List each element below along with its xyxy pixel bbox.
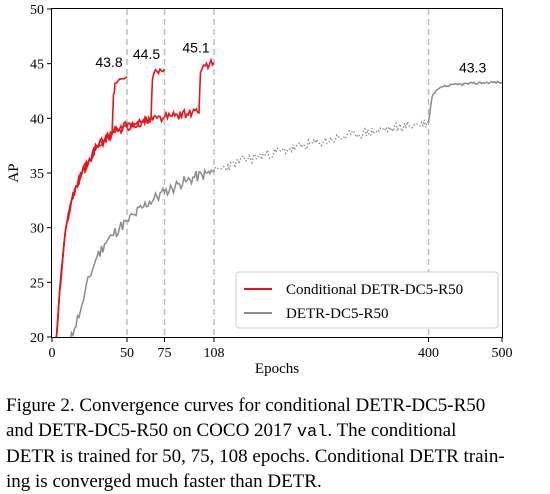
series-line-detr-solid xyxy=(70,167,215,337)
figure-caption: Figure 2. Convergence curves for conditi… xyxy=(6,394,544,494)
series-line-conditional-detr-50-epochs xyxy=(55,76,128,337)
legend: Conditional DETR-DC5-R50 DETR-DC5-R50 xyxy=(235,271,499,329)
x-tick-label-0: 0 xyxy=(49,346,56,361)
y-tick-label-45: 45 xyxy=(30,58,44,73)
data-label-conditional-detr-75: 44.5 xyxy=(133,46,160,62)
data-labels: 43.8 44.5 45.1 43.3 xyxy=(95,40,486,76)
x-axis-title: Epochs xyxy=(255,361,299,377)
x-tick-label-75: 75 xyxy=(158,346,172,361)
series-line-conditional-detr-108-epochs xyxy=(55,57,215,337)
caption-line-1: Figure 2. Convergence curves for conditi… xyxy=(6,395,486,416)
caption-line-2-prefix: and DETR-DC5-R50 on COCO 2017 xyxy=(6,419,293,441)
data-label-conditional-detr-108: 45.1 xyxy=(182,40,209,56)
caption-line-2-suffix: . The conditional xyxy=(327,419,457,441)
caption-line-3: DETR is trained for 50, 75, 108 epochs. … xyxy=(6,446,505,467)
x-tick-label-400: 400 xyxy=(418,346,439,361)
y-tick-label-50: 50 xyxy=(30,3,44,18)
x-tick-label-108: 108 xyxy=(204,346,225,361)
y-tick-label-35: 35 xyxy=(30,167,44,182)
x-tick-label-50: 50 xyxy=(120,346,134,361)
y-tick-label-40: 40 xyxy=(30,112,44,127)
y-tick-label-30: 30 xyxy=(30,222,44,237)
plot-area xyxy=(55,9,502,337)
legend-label-detr: DETR-DC5-R50 xyxy=(286,306,389,322)
y-tick-label-25: 25 xyxy=(30,276,44,291)
series-line-detr-dotted xyxy=(213,119,429,173)
y-axis-title: AP xyxy=(6,163,22,182)
y-axis-ticks: 20 25 30 35 40 45 50 xyxy=(30,3,52,346)
x-axis-ticks: 0 50 75 108 400 500 xyxy=(49,337,513,361)
series-group xyxy=(55,57,502,337)
data-label-detr-final: 43.3 xyxy=(459,59,486,75)
legend-label-conditional-detr: Conditional DETR-DC5-R50 xyxy=(286,282,463,298)
caption-code-val: val xyxy=(296,422,328,442)
series-line-detr-final xyxy=(427,80,502,123)
caption-line-4: ing is converged much faster than DETR. xyxy=(6,470,322,492)
legend-box xyxy=(235,271,499,329)
x-tick-label-500: 500 xyxy=(492,346,513,361)
y-tick-label-20: 20 xyxy=(30,331,44,346)
data-label-conditional-detr-50: 43.8 xyxy=(95,54,122,70)
